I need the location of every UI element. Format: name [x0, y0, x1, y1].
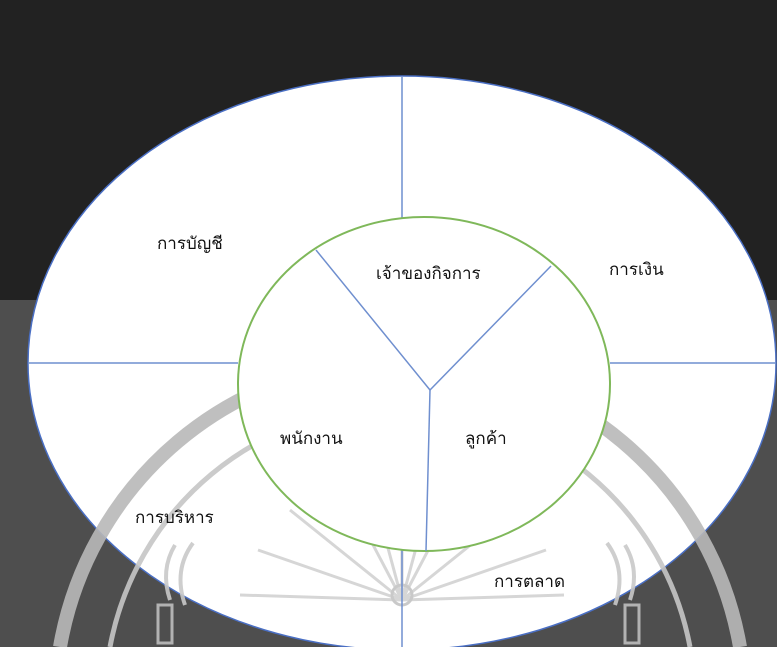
inner-dividers [315, 249, 552, 552]
label-business-owner: เจ้าของกิจการ [376, 264, 481, 284]
label-accounting: การบัญชี [157, 234, 223, 254]
label-customers: ลูกค้า [465, 429, 507, 449]
label-management: การบริหาร [135, 508, 214, 528]
inner-divider-left [315, 249, 431, 391]
label-employees: พนักงาน [280, 429, 343, 449]
inner-divider-right [429, 265, 552, 391]
quadrant-dividers [28, 77, 776, 647]
label-marketing: การตลาด [494, 572, 565, 592]
label-finance: การเงิน [609, 260, 664, 280]
inner-divider-bottom [425, 389, 431, 552]
